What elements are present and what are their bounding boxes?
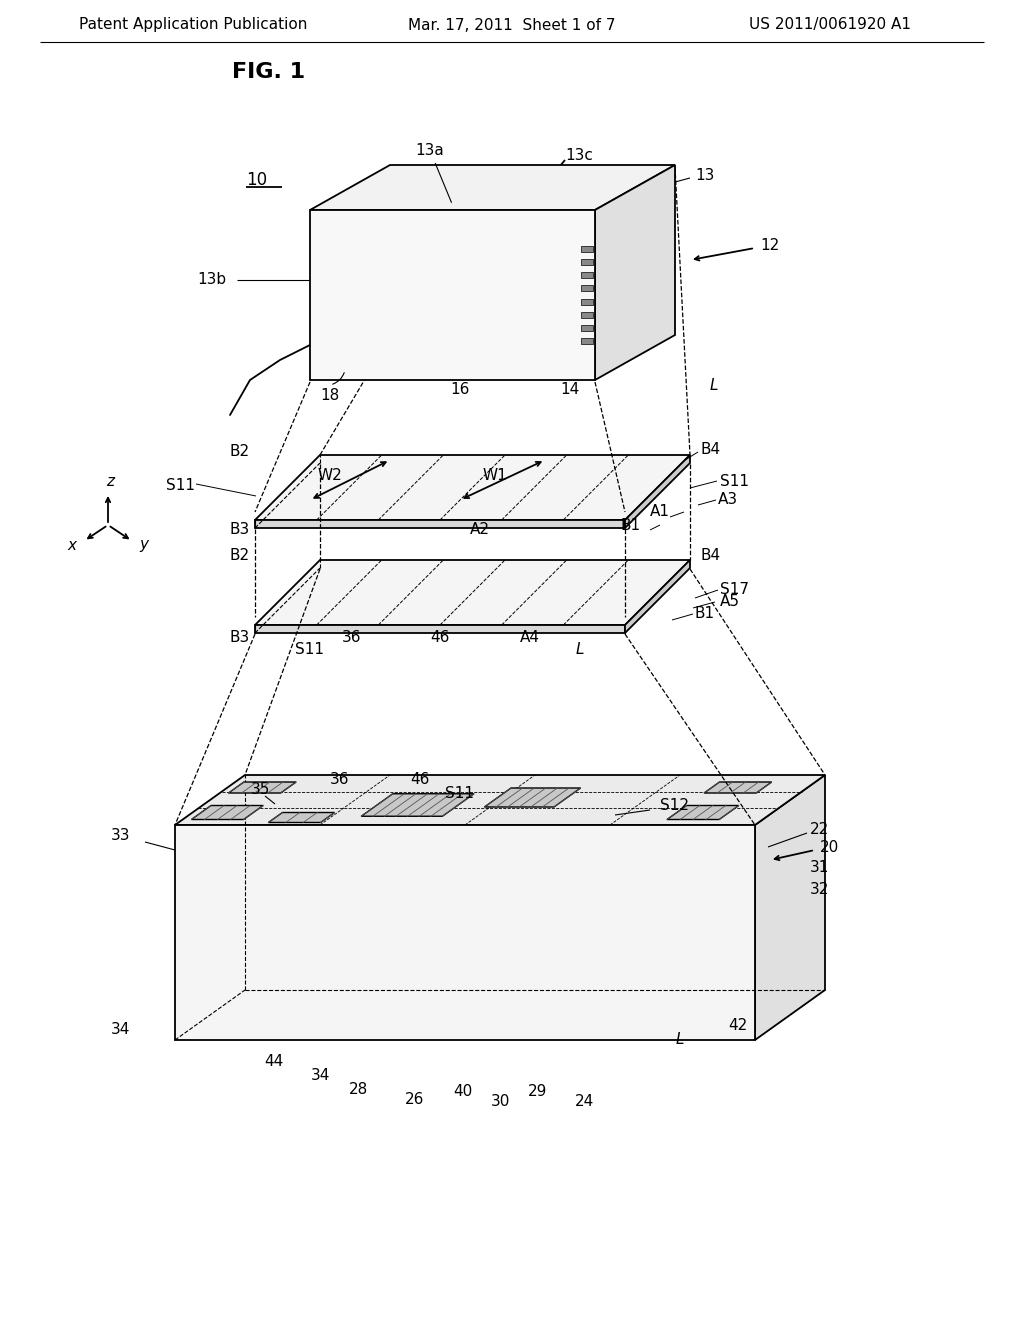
Text: 18: 18 [321, 388, 340, 403]
Text: 33: 33 [111, 828, 130, 842]
Text: 35: 35 [250, 783, 269, 797]
Text: 26: 26 [406, 1093, 425, 1107]
Polygon shape [667, 805, 738, 820]
Text: 22: 22 [810, 822, 829, 837]
Text: 13b: 13b [197, 272, 226, 288]
Text: 16: 16 [451, 383, 470, 397]
Text: B4: B4 [700, 548, 720, 562]
Text: 44: 44 [264, 1055, 284, 1069]
Polygon shape [755, 775, 825, 1040]
Text: B3: B3 [229, 523, 250, 537]
Polygon shape [625, 560, 690, 634]
Polygon shape [175, 825, 755, 1040]
Polygon shape [255, 455, 690, 520]
Text: B1: B1 [695, 606, 715, 622]
Polygon shape [191, 805, 263, 820]
Text: B2: B2 [229, 445, 250, 459]
Text: 14: 14 [560, 383, 580, 397]
Text: z: z [106, 474, 114, 488]
Text: 20: 20 [820, 840, 840, 854]
Text: 12: 12 [760, 238, 779, 252]
Text: 42: 42 [728, 1018, 748, 1032]
Polygon shape [310, 165, 675, 210]
Text: 36: 36 [331, 772, 350, 788]
Bar [581, 338, 593, 343]
Text: L: L [575, 643, 585, 657]
Text: A2: A2 [470, 523, 490, 537]
Text: 40: 40 [454, 1085, 473, 1100]
Polygon shape [268, 813, 335, 822]
Text: B4: B4 [700, 442, 720, 458]
Text: 30: 30 [490, 1094, 510, 1110]
Bar [581, 325, 593, 331]
Bar [581, 298, 593, 305]
Polygon shape [255, 520, 625, 528]
Text: A4: A4 [520, 631, 540, 645]
Text: US 2011/0061920 A1: US 2011/0061920 A1 [749, 17, 911, 33]
Bar [581, 247, 593, 252]
Polygon shape [705, 781, 772, 793]
Text: 24: 24 [575, 1094, 595, 1110]
Polygon shape [625, 455, 690, 528]
Text: 36: 36 [342, 631, 361, 645]
Polygon shape [255, 624, 625, 634]
Polygon shape [310, 210, 595, 380]
Text: 10: 10 [246, 172, 267, 189]
Text: S11: S11 [166, 478, 195, 492]
Text: 13c: 13c [565, 148, 593, 162]
Text: 34: 34 [310, 1068, 330, 1082]
Text: B3: B3 [229, 631, 250, 645]
Bar [581, 285, 593, 292]
Text: B1: B1 [620, 517, 640, 532]
Text: B2: B2 [229, 548, 250, 562]
Text: 32: 32 [810, 883, 829, 898]
Text: 13: 13 [695, 168, 715, 182]
Text: S11: S11 [720, 474, 749, 490]
Text: 46: 46 [411, 772, 430, 788]
Bar [581, 272, 593, 279]
Polygon shape [255, 560, 690, 624]
Bar [581, 259, 593, 265]
Text: 46: 46 [430, 631, 450, 645]
Text: S17: S17 [720, 582, 749, 598]
Text: S11: S11 [296, 642, 325, 656]
Text: A5: A5 [720, 594, 740, 610]
Text: L: L [710, 378, 719, 392]
Polygon shape [228, 781, 296, 793]
Text: 28: 28 [348, 1082, 368, 1097]
Polygon shape [484, 788, 581, 807]
Text: y: y [139, 537, 148, 553]
Text: A3: A3 [718, 492, 738, 507]
Text: S11: S11 [445, 785, 474, 800]
Text: 13a: 13a [416, 143, 452, 202]
Polygon shape [595, 165, 675, 380]
Text: W2: W2 [317, 467, 342, 483]
Text: x: x [68, 537, 77, 553]
Text: 31: 31 [810, 861, 829, 875]
Text: W1: W1 [482, 467, 507, 483]
Polygon shape [175, 775, 825, 825]
Text: A1: A1 [650, 504, 670, 520]
Text: 34: 34 [111, 1023, 130, 1038]
Bar [581, 312, 593, 318]
Text: L: L [676, 1032, 684, 1048]
Text: Patent Application Publication: Patent Application Publication [79, 17, 307, 33]
Polygon shape [361, 793, 474, 816]
Text: FIG. 1: FIG. 1 [232, 62, 305, 82]
Text: Mar. 17, 2011  Sheet 1 of 7: Mar. 17, 2011 Sheet 1 of 7 [409, 17, 615, 33]
Text: S12: S12 [660, 797, 689, 813]
Text: 29: 29 [528, 1085, 548, 1100]
